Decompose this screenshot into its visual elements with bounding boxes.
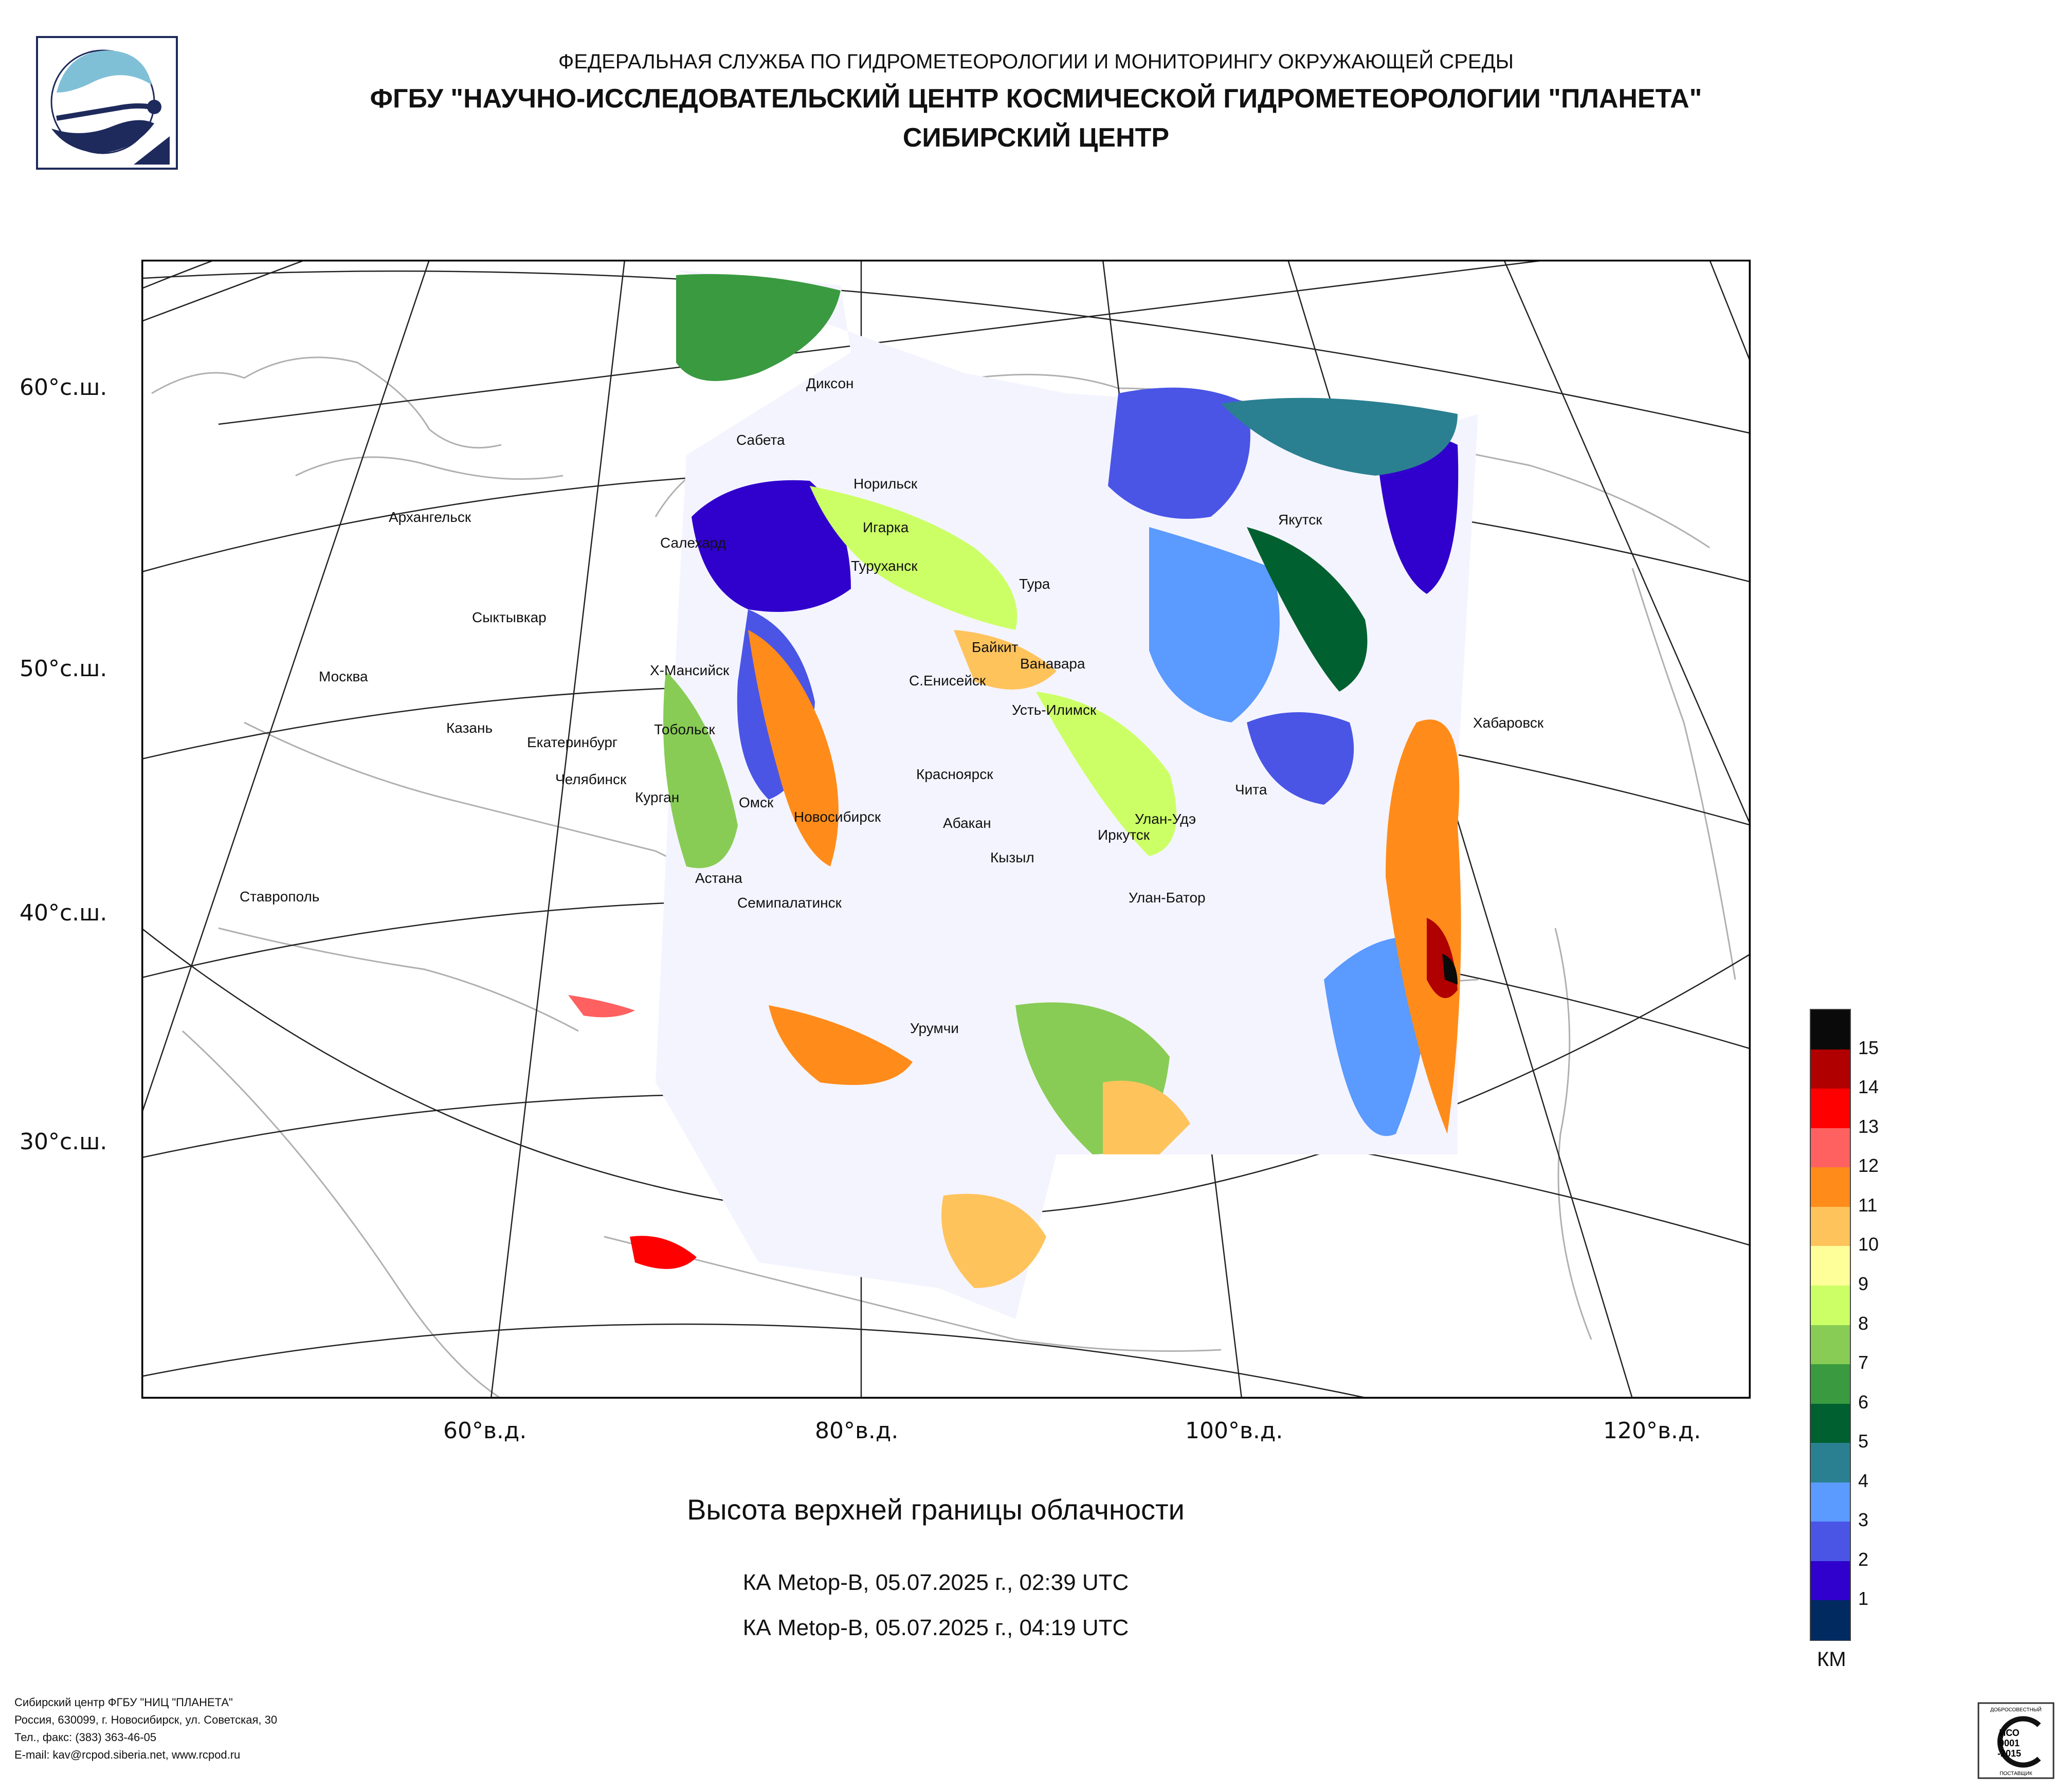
lat-label-50: 50°с.ш. bbox=[20, 656, 107, 682]
legend-swatch bbox=[1811, 1285, 1850, 1325]
city-label: Чита bbox=[1235, 782, 1267, 798]
legend-swatch bbox=[1811, 1089, 1850, 1129]
city-label: Челябинск bbox=[555, 771, 627, 787]
svg-text:-2015: -2015 bbox=[1997, 1748, 2021, 1759]
lon-label-80: 80°в.д. bbox=[815, 1418, 899, 1444]
legend-swatch bbox=[1811, 1128, 1850, 1168]
legend-swatch bbox=[1811, 1482, 1850, 1522]
product-title: Высота верхней границы облачности bbox=[687, 1493, 1185, 1526]
city-label: Сыктывкар bbox=[472, 609, 547, 625]
city-label: Салехард bbox=[660, 535, 726, 551]
svg-text:9001: 9001 bbox=[1999, 1738, 2020, 1748]
header-center: СИБИРСКИЙ ЦЕНТР bbox=[902, 123, 1170, 153]
legend-swatch bbox=[1811, 1246, 1850, 1286]
city-label: Курган bbox=[635, 789, 680, 805]
lat-label-60: 60°с.ш. bbox=[20, 374, 107, 401]
city-label: Хабаровск bbox=[1473, 715, 1544, 731]
satellite-pass-2: КА Metop-B, 05.07.2025 г., 04:19 UTC bbox=[742, 1615, 1129, 1640]
legend-swatch bbox=[1811, 1364, 1850, 1404]
legend-level-label: 14 bbox=[1858, 1076, 1879, 1098]
city-label: Омск bbox=[739, 794, 774, 810]
city-label: Ванавара bbox=[1020, 656, 1085, 672]
city-label: Архангельск bbox=[389, 509, 471, 525]
city-label: Якутск bbox=[1278, 512, 1322, 528]
legend-swatch bbox=[1811, 1325, 1850, 1365]
lon-label-60: 60°в.д. bbox=[443, 1418, 527, 1444]
svg-text:ИСО: ИСО bbox=[1999, 1728, 2020, 1738]
footer-org: Сибирский центр ФГБУ "НИЦ "ПЛАНЕТА" bbox=[14, 1696, 233, 1709]
city-label: Астана bbox=[695, 870, 742, 886]
legend-level-label: 6 bbox=[1858, 1391, 1869, 1413]
city-label: Казань bbox=[446, 720, 493, 736]
city-label: Норильск bbox=[853, 476, 918, 492]
height-legend bbox=[1810, 1009, 1851, 1641]
legend-level-label: 9 bbox=[1858, 1273, 1869, 1294]
city-label: Улан-Удэ bbox=[1135, 811, 1196, 827]
lat-label-40: 40°с.ш. bbox=[20, 900, 107, 926]
satellite-pass-1: КА Metop-B, 05.07.2025 г., 02:39 UTC bbox=[742, 1570, 1129, 1595]
lat-label-30: 30°с.ш. bbox=[20, 1129, 107, 1155]
legend-swatch bbox=[1811, 1403, 1850, 1443]
legend-swatch bbox=[1811, 1167, 1850, 1207]
legend-level-label: 12 bbox=[1858, 1155, 1879, 1177]
city-label: Тура bbox=[1019, 576, 1050, 592]
city-label: Москва bbox=[319, 668, 368, 684]
legend-unit: КМ bbox=[1817, 1648, 1846, 1671]
legend-level-label: 2 bbox=[1858, 1548, 1869, 1570]
city-label: Иркутск bbox=[1098, 827, 1150, 843]
footer-email: E-mail: kav@rcpod.siberia.net, www.rcpod… bbox=[14, 1748, 241, 1761]
iso-certificate-badge: ДОБРОСОВЕСТНЫЙ ИСО 9001 -2015 ПОСТАВЩИК bbox=[1977, 1702, 2055, 1779]
svg-text:ПОСТАВЩИК: ПОСТАВЩИК bbox=[2000, 1771, 2032, 1777]
city-label: Игарка bbox=[863, 519, 909, 535]
city-label: Сабета bbox=[736, 432, 785, 448]
legend-level-label: 8 bbox=[1858, 1312, 1869, 1334]
legend-swatch bbox=[1811, 1443, 1850, 1483]
city-label: Туруханск bbox=[851, 558, 918, 574]
footer-phone: Тел., факс: (383) 363-46-05 bbox=[14, 1731, 157, 1744]
city-label: Новосибирск bbox=[794, 809, 881, 825]
city-label: Екатеринбург bbox=[527, 734, 618, 750]
city-label: Семипалатинск bbox=[737, 895, 842, 911]
city-label: Диксон bbox=[806, 375, 854, 391]
legend-level-label: 5 bbox=[1858, 1431, 1869, 1452]
lon-label-120: 120°в.д. bbox=[1603, 1418, 1701, 1444]
city-label: Красноярск bbox=[916, 766, 993, 782]
city-label: Улан-Батор bbox=[1129, 890, 1206, 906]
legend-swatch bbox=[1811, 1561, 1850, 1601]
legend-level-label: 11 bbox=[1858, 1194, 1878, 1216]
legend-level-label: 10 bbox=[1858, 1234, 1879, 1255]
legend-level-label: 7 bbox=[1858, 1352, 1869, 1373]
city-label: Тобольск bbox=[654, 721, 715, 737]
city-label: С.Енисейск bbox=[909, 673, 986, 689]
footer-address: Россия, 630099, г. Новосибирск, ул. Сове… bbox=[14, 1713, 278, 1726]
legend-swatch bbox=[1811, 1522, 1850, 1562]
svg-text:ДОБРОСОВЕСТНЫЙ: ДОБРОСОВЕСТНЫЙ bbox=[1990, 1706, 2042, 1713]
city-label: Ставрополь bbox=[240, 889, 320, 904]
legend-level-label: 3 bbox=[1858, 1509, 1869, 1531]
cloud-top-height-map bbox=[141, 260, 1751, 1399]
city-label: Усть-Илимск bbox=[1012, 702, 1097, 718]
legend-level-label: 1 bbox=[1858, 1588, 1869, 1609]
legend-swatch bbox=[1811, 1010, 1850, 1050]
city-label: Кызыл bbox=[990, 849, 1034, 865]
lon-label-100: 100°в.д. bbox=[1185, 1418, 1283, 1444]
city-label: Урумчи bbox=[910, 1020, 959, 1036]
header-institute: ФГБУ "НАУЧНО-ИССЛЕДОВАТЕЛЬСКИЙ ЦЕНТР КОС… bbox=[370, 84, 1702, 114]
city-label: Байкит bbox=[972, 639, 1019, 655]
legend-swatch bbox=[1811, 1600, 1850, 1640]
legend-swatch bbox=[1811, 1206, 1850, 1246]
legend-swatch bbox=[1811, 1049, 1850, 1089]
planeta-logo bbox=[36, 36, 178, 170]
legend-level-label: 4 bbox=[1858, 1470, 1869, 1491]
city-label: Абакан bbox=[943, 815, 991, 831]
legend-level-label: 15 bbox=[1858, 1037, 1879, 1058]
legend-level-label: 13 bbox=[1858, 1115, 1879, 1137]
header-agency: ФЕДЕРАЛЬНАЯ СЛУЖБА ПО ГИДРОМЕТЕОРОЛОГИИ … bbox=[558, 50, 1514, 73]
city-label: Х-Мансийск bbox=[650, 662, 730, 678]
